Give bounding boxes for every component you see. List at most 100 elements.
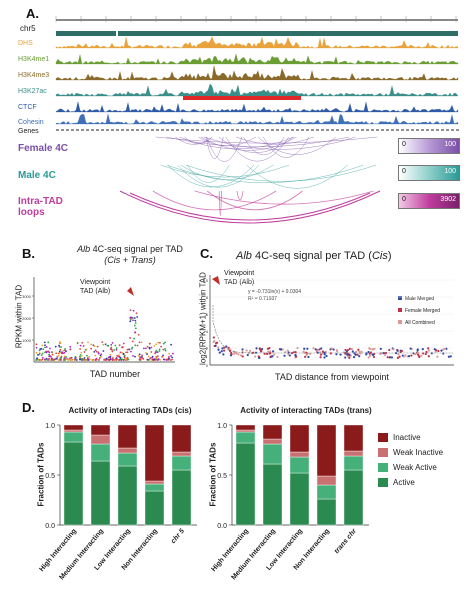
scatter-point xyxy=(44,344,46,347)
scatter-point xyxy=(121,351,123,354)
scatter-point xyxy=(129,318,132,321)
scatter-point xyxy=(60,359,63,361)
scatter-point xyxy=(64,347,66,350)
legend-all-marker xyxy=(398,320,402,324)
scatter-point xyxy=(58,350,61,353)
loop-arc xyxy=(218,190,222,217)
y-tick-label: 1.0 xyxy=(45,423,55,430)
scatter-point xyxy=(157,341,159,344)
bar-segment-inactive xyxy=(90,424,111,436)
scatter-point xyxy=(55,352,58,355)
legend-weak-inactive-text: Weak Inactive xyxy=(393,448,444,457)
track-label-ctcf: CTCF xyxy=(18,104,37,111)
scatter-point xyxy=(122,353,125,356)
scatter-point xyxy=(165,358,168,361)
scatter-point xyxy=(118,344,121,346)
scatter-point xyxy=(100,355,102,358)
scatter-point xyxy=(443,347,447,350)
scatter-point xyxy=(109,348,112,351)
loop-arc xyxy=(167,164,255,188)
scatter-point xyxy=(305,351,308,354)
loop-arc xyxy=(257,136,337,155)
scatter-point xyxy=(371,348,374,351)
scatter-point xyxy=(37,358,40,361)
scatter-point xyxy=(134,319,137,322)
scatter-point xyxy=(136,316,139,318)
scatter-point xyxy=(368,354,372,357)
scatter-point xyxy=(296,346,299,350)
legend-inactive-swatch xyxy=(378,433,388,443)
scatter-point xyxy=(49,347,51,350)
scatter-point xyxy=(52,358,55,361)
bar-segment-weak-active xyxy=(343,455,364,471)
scatter-point xyxy=(130,350,132,353)
scatter-point xyxy=(170,343,173,346)
legend-active-text: Active xyxy=(393,478,415,487)
scatter-point xyxy=(168,357,170,360)
legend-male-text: Male Merged xyxy=(405,296,435,302)
scatter-point xyxy=(379,352,382,355)
scatter-point xyxy=(318,348,321,351)
scatter-point xyxy=(106,344,109,347)
scatter-point xyxy=(113,349,116,351)
scatter-point xyxy=(57,352,60,355)
scatter-point xyxy=(372,355,376,359)
scatter-point xyxy=(286,349,289,352)
scatter-point xyxy=(87,358,89,361)
bar-segment-weak-active xyxy=(235,431,256,444)
scatter-point xyxy=(79,348,82,350)
scatter-point xyxy=(132,355,134,357)
intra-tad-loops-label: Intra-TAD loops xyxy=(18,196,63,218)
scatter-point xyxy=(225,345,228,348)
bar-segment-weak-inactive xyxy=(63,429,84,433)
bar-segment-weak-inactive xyxy=(235,429,256,433)
panel-b-label: B. xyxy=(22,246,35,261)
scatter-point xyxy=(171,356,174,359)
scatter-point xyxy=(48,353,51,356)
scatter-point xyxy=(63,359,66,361)
scatter-point xyxy=(105,357,108,360)
panel-b-xlabel: TAD number xyxy=(89,369,141,379)
scatter-point xyxy=(124,358,127,361)
bar-segment-active xyxy=(235,442,256,526)
scatter-point xyxy=(400,349,403,352)
scatter-point xyxy=(96,345,99,348)
scatter-point xyxy=(64,349,66,352)
scatter-point xyxy=(83,351,86,353)
scatter-point xyxy=(138,353,141,356)
scatter-point xyxy=(133,317,136,319)
scatter-point xyxy=(61,351,63,354)
bar-segment-inactive xyxy=(117,424,138,449)
y-tick-label: 8 xyxy=(206,295,209,300)
scatter-point xyxy=(171,358,173,361)
scatter-point xyxy=(57,354,60,357)
y-tick-label: 1000 xyxy=(22,338,32,343)
scatter-point xyxy=(38,349,41,352)
scatter-point xyxy=(121,358,124,361)
scatter-point xyxy=(87,341,89,344)
intra-colorbar-max: 3902 xyxy=(440,196,456,203)
male-colorbar-max: 100 xyxy=(444,168,456,175)
scatter-point xyxy=(134,344,137,347)
scatter-point xyxy=(159,359,162,361)
scatter-point xyxy=(336,350,339,353)
scatter-point xyxy=(260,350,263,353)
scatter-point xyxy=(425,350,428,354)
scatter-point xyxy=(65,356,67,358)
scatter-point xyxy=(78,355,81,358)
panel-c-title: Alb 4C-seq signal per TAD (Cis) xyxy=(236,250,392,262)
scatter-point xyxy=(50,359,53,361)
scatter-point xyxy=(139,356,142,359)
scatter-point xyxy=(172,352,174,355)
scatter-point xyxy=(102,343,105,346)
legend-male-merged: Male Merged xyxy=(398,293,440,305)
panel-c-label: C. xyxy=(200,246,213,261)
scatter-point xyxy=(86,354,88,357)
intra-tad-colorbar: 0 3902 xyxy=(398,193,460,209)
intra-tad-label-line1: Intra-TAD xyxy=(18,196,63,207)
scatter-point xyxy=(214,344,217,347)
signal-track xyxy=(55,83,459,97)
viewpoint-arrow xyxy=(212,276,220,285)
scatter-point xyxy=(424,352,427,356)
scatter-point xyxy=(158,341,161,344)
